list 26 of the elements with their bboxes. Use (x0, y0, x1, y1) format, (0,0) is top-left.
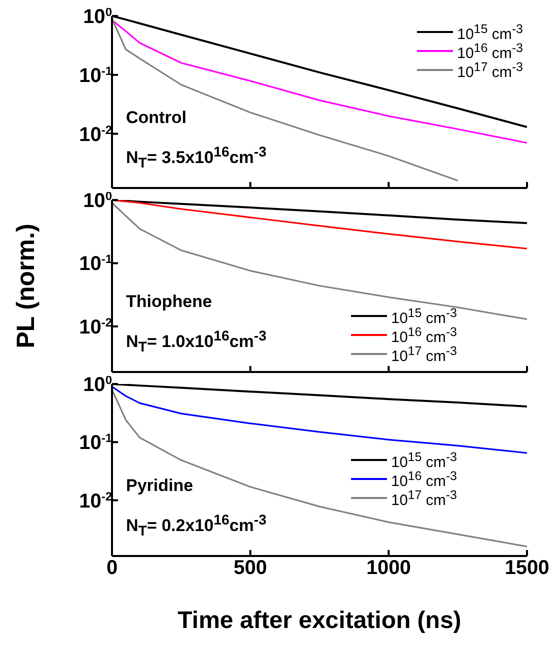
annotation: N$_{T}$= 3.5x10$^{16}$cm$^{-3}$ (126, 144, 267, 172)
x-tick-label: 500 (234, 557, 268, 579)
legend-label: 10$^{16}$ cm$^{-3}$ (457, 40, 523, 62)
legend-label: 10$^{17}$ cm$^{-3}$ (391, 488, 457, 508)
annotation: Thiophene (126, 292, 212, 311)
annotation: Pyridine (126, 476, 194, 495)
line-series (112, 18, 459, 182)
y-tick-label: 10$^{-1}$ (79, 431, 112, 454)
y-tick-label: 10$^{-1}$ (79, 252, 112, 276)
legend-label: 10$^{15}$ cm$^{-3}$ (391, 306, 457, 326)
legend-label: 10$^{15}$ cm$^{-3}$ (457, 22, 523, 42)
legend-label: 10$^{15}$ cm$^{-3}$ (391, 450, 457, 470)
legend-label: 10$^{16}$ cm$^{-3}$ (391, 468, 457, 490)
annotation: Control (126, 108, 186, 127)
x-tick-label: 0 (106, 557, 118, 579)
x-tick-label: 1500 (504, 557, 550, 579)
legend-label: 10$^{17}$ cm$^{-3}$ (391, 344, 457, 364)
line-series (112, 388, 527, 548)
legend-label: 10$^{16}$ cm$^{-3}$ (391, 324, 457, 346)
x-axis-title: Time after excitation (ns) (178, 607, 462, 634)
x-tick-label: 1000 (366, 557, 411, 579)
y-tick-label: 10$^{-1}$ (79, 64, 112, 87)
annotation: N$_{T}$= 1.0x10$^{16}$cm$^{-3}$ (126, 328, 267, 356)
y-axis-title: PL (norm.) (12, 224, 40, 348)
legend-label: 10$^{17}$ cm$^{-3}$ (457, 60, 523, 80)
annotation: N$_{T}$= 0.2x10$^{16}$cm$^{-3}$ (126, 512, 267, 540)
